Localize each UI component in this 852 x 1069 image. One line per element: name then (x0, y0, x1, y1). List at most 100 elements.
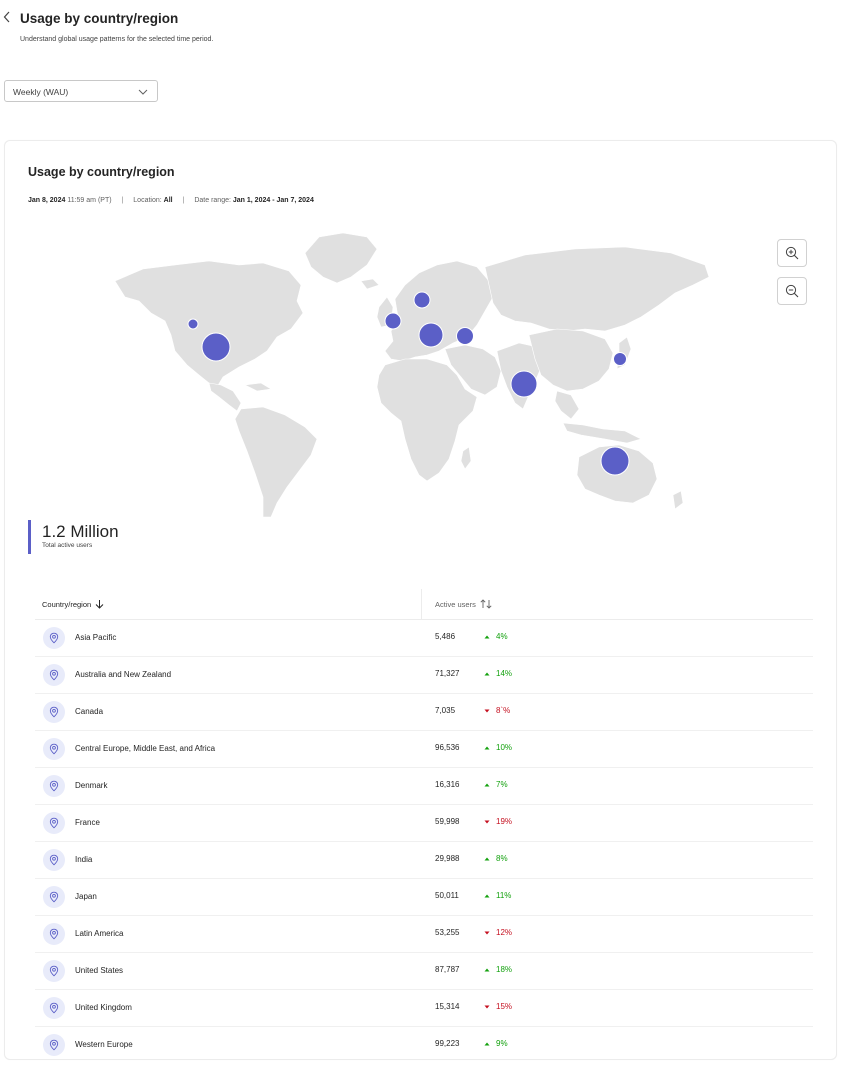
page-header: Usage by country/region Understand globa… (0, 0, 852, 60)
new-zealand (672, 490, 684, 510)
zoom-in-icon (785, 246, 799, 260)
period-dropdown[interactable]: Weekly (WAU) (4, 80, 158, 102)
location-pin-icon (43, 997, 65, 1019)
column-divider (421, 589, 422, 619)
trend-percent: 4% (496, 632, 508, 641)
central-america (208, 382, 242, 412)
active-users-value: 15,314 (435, 1002, 460, 1011)
report-date: Jan 8, 2024 (28, 197, 66, 204)
caribbean (243, 382, 272, 392)
middle-east (444, 344, 502, 396)
page-title: Usage by country/region (20, 11, 179, 26)
location-pin-icon (43, 701, 65, 723)
trend-percent: 8`% (496, 706, 511, 715)
table-row[interactable]: United Kingdom 15,314 15% (35, 990, 813, 1027)
trend-down-icon (484, 931, 490, 934)
trend-indicator: 9% (484, 1039, 508, 1048)
active-users-value: 53,255 (435, 928, 460, 937)
trend-percent: 14% (496, 669, 513, 678)
active-users-value: 87,787 (435, 965, 460, 974)
table-row[interactable]: Canada 7,035 8`% (35, 694, 813, 731)
region-name: Canada (75, 707, 104, 716)
back-button[interactable] (0, 10, 14, 26)
trend-up-icon (484, 894, 490, 897)
bubble-western-europe[interactable] (418, 322, 444, 348)
bubble-united-states[interactable] (201, 332, 231, 362)
trend-percent: 9% (496, 1039, 508, 1048)
location-pin-icon (43, 627, 65, 649)
table-row[interactable]: United States 87,787 18% (35, 953, 813, 990)
greenland (304, 232, 378, 284)
bubble-canada-west[interactable] (187, 318, 199, 330)
meta-divider: | (121, 197, 124, 204)
column-header-region-label: Country/region (42, 599, 92, 609)
table-row[interactable]: France 59,998 19% (35, 805, 813, 842)
table-row[interactable]: Latin America 53,255 12% (35, 916, 813, 953)
trend-indicator: 4% (484, 632, 508, 641)
active-users-value: 99,223 (435, 1039, 460, 1048)
trend-up-icon (484, 968, 490, 971)
column-header-users[interactable]: Active users (435, 599, 492, 609)
trend-up-icon (484, 783, 490, 786)
land-masses (114, 232, 710, 518)
africa (376, 358, 478, 482)
russia-asia (484, 246, 710, 332)
region-name: United Kingdom (75, 1003, 132, 1012)
region-name: France (75, 818, 100, 827)
trend-indicator: 18% (484, 965, 512, 974)
date-range-value: Jan 1, 2024 - Jan 7, 2024 (232, 197, 314, 204)
date-range-label: Date range: (194, 197, 231, 204)
table-row[interactable]: Japan 50,011 11% (35, 879, 813, 916)
trend-up-icon (484, 746, 490, 749)
trend-percent: 19% (496, 817, 513, 826)
table-row[interactable]: Australia and New Zealand 71,327 14% (35, 657, 813, 694)
bubble-australia[interactable] (600, 446, 630, 476)
region-name: Western Europe (75, 1040, 133, 1049)
region-name: India (75, 855, 93, 864)
table-row[interactable]: Central Europe, Middle East, and Africa 9… (35, 731, 813, 768)
location-pin-icon (43, 849, 65, 871)
world-map[interactable] (105, 225, 715, 521)
location-pin-icon (43, 923, 65, 945)
bubble-central-europe[interactable] (456, 327, 474, 345)
location-pin-icon (43, 775, 65, 797)
bubble-india[interactable] (510, 370, 538, 398)
active-users-value: 16,316 (435, 780, 460, 789)
chevron-left-icon (3, 11, 10, 23)
trend-indicator: 10% (484, 743, 512, 752)
active-users-value: 96,536 (435, 743, 460, 752)
bubble-japan[interactable] (613, 352, 627, 366)
location-pin-icon (43, 960, 65, 982)
active-users-value: 5,486 (435, 632, 456, 641)
east-asia (528, 328, 614, 392)
bubble-denmark[interactable] (413, 291, 431, 309)
iceland (360, 278, 380, 290)
chevron-down-icon (138, 89, 148, 95)
table-row[interactable]: Denmark 16,316 7% (35, 768, 813, 805)
active-users-value: 7,035 (435, 706, 456, 715)
trend-percent: 15% (496, 1002, 513, 1011)
active-users-value: 59,998 (435, 817, 460, 826)
table-row[interactable]: Western Europe 99,223 9% (35, 1027, 813, 1063)
trend-up-icon (484, 857, 490, 860)
usage-table: Country/region Active users Asia Pacific… (35, 589, 813, 1063)
table-row[interactable]: Asia Pacific 5,486 4% (35, 620, 813, 657)
location-value: All (163, 197, 173, 204)
zoom-out-icon (785, 284, 799, 298)
madagascar (460, 446, 472, 470)
region-name: Asia Pacific (75, 633, 117, 642)
table-row[interactable]: India 29,988 8% (35, 842, 813, 879)
bubble-united-kingdom[interactable] (384, 312, 402, 330)
location-pin-icon (43, 664, 65, 686)
trend-percent: 12% (496, 928, 513, 937)
column-header-region[interactable]: Country/region (42, 599, 104, 609)
active-users-value: 71,327 (435, 669, 460, 678)
zoom-out-button[interactable] (777, 277, 807, 305)
zoom-in-button[interactable] (777, 239, 807, 267)
trend-percent: 11% (496, 891, 512, 900)
trend-indicator: 12% (484, 928, 512, 937)
trend-percent: 8% (496, 854, 508, 863)
trend-down-icon (484, 1005, 490, 1008)
card-title: Usage by country/region (28, 165, 175, 179)
region-name: United States (75, 966, 124, 975)
